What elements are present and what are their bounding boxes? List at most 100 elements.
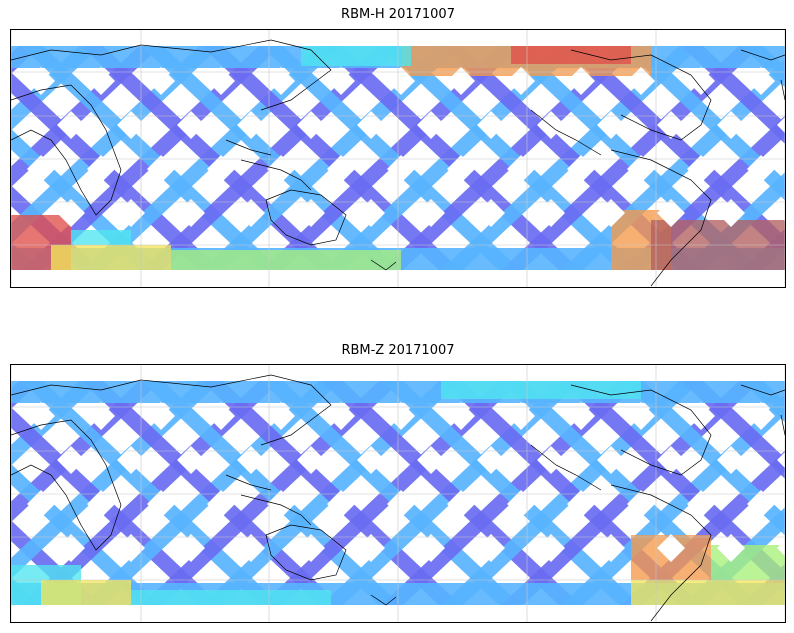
- data-gap: [87, 490, 115, 518]
- data-gap: [477, 534, 505, 562]
- data-gap: [777, 540, 785, 556]
- coastline: [370, 594, 397, 606]
- data-gap: [567, 155, 595, 183]
- hot-zone: [631, 580, 785, 605]
- data-gap: [177, 534, 205, 562]
- data-gap: [297, 199, 325, 227]
- hot-zone: [71, 230, 131, 245]
- hot-zone: [41, 580, 131, 605]
- coastline: [11, 39, 332, 111]
- data-gap: [87, 155, 115, 183]
- coastline: [740, 49, 785, 61]
- data-gap: [207, 67, 235, 95]
- data-gap: [177, 199, 205, 227]
- data-gap: [297, 446, 325, 474]
- coastline: [11, 84, 122, 216]
- data-gap: [147, 67, 175, 95]
- data-gap: [57, 111, 85, 139]
- data-gap: [567, 402, 595, 430]
- data-gap: [597, 111, 625, 139]
- data-gap: [207, 490, 235, 518]
- data-gap: [537, 199, 565, 227]
- data-gap: [387, 490, 415, 518]
- data-gap: [297, 534, 325, 562]
- data-gap: [267, 67, 295, 95]
- hot-zone: [441, 381, 641, 399]
- data-gap: [687, 490, 715, 518]
- swath-track: [621, 46, 785, 201]
- coastline: [11, 419, 122, 551]
- data-gap: [597, 446, 625, 474]
- data-gap: [567, 490, 595, 518]
- map-frame: [10, 29, 786, 288]
- data-gap: [777, 117, 785, 133]
- swath-track: [681, 381, 785, 479]
- data-gap: [267, 490, 295, 518]
- data-gap: [537, 111, 565, 139]
- data-gap: [357, 446, 385, 474]
- data-gap: [117, 199, 145, 227]
- data-gap: [237, 446, 265, 474]
- data-gap: [597, 534, 625, 562]
- data-gap: [57, 199, 85, 227]
- data-gap: [237, 534, 265, 562]
- data-gap: [477, 111, 505, 139]
- data-gap: [447, 490, 475, 518]
- data-gap: [477, 446, 505, 474]
- data-gap: [147, 155, 175, 183]
- data-gap: [357, 534, 385, 562]
- panel-title: RBM-Z 20171007: [341, 343, 455, 358]
- data-gap: [117, 446, 145, 474]
- data-gap: [417, 199, 445, 227]
- data-gap: [717, 534, 745, 562]
- swath-track: [741, 46, 785, 88]
- coastline: [265, 189, 347, 246]
- data-gap: [267, 155, 295, 183]
- coastline: [240, 494, 312, 526]
- data-gap: [417, 534, 445, 562]
- data-gap: [87, 67, 115, 95]
- coastline: [370, 259, 397, 271]
- data-gap: [207, 402, 235, 430]
- coastline: [265, 524, 347, 581]
- data-gap: [147, 402, 175, 430]
- data-gap: [747, 402, 775, 430]
- hot-zone: [511, 46, 631, 64]
- data-gap: [87, 402, 115, 430]
- data-gap: [327, 155, 355, 183]
- data-gap: [747, 490, 775, 518]
- data-gap: [327, 490, 355, 518]
- data-gap: [747, 155, 775, 183]
- coastline: [780, 79, 785, 101]
- swath-map: [11, 30, 785, 287]
- data-gap: [537, 446, 565, 474]
- data-gap: [657, 534, 685, 562]
- data-gap: [507, 67, 535, 95]
- data-gap: [447, 67, 475, 95]
- data-gap: [387, 67, 415, 95]
- data-gap: [477, 199, 505, 227]
- swath-map: [11, 365, 785, 622]
- data-gap: [297, 111, 325, 139]
- data-gap: [327, 402, 355, 430]
- data-gap: [387, 155, 415, 183]
- data-gap: [447, 402, 475, 430]
- data-gap: [237, 111, 265, 139]
- data-gap: [207, 155, 235, 183]
- data-gap: [117, 534, 145, 562]
- data-gap: [147, 490, 175, 518]
- data-gap: [387, 402, 415, 430]
- data-gap: [657, 111, 685, 139]
- data-gap: [57, 446, 85, 474]
- data-gap: [657, 199, 685, 227]
- coastline: [11, 374, 332, 446]
- data-gap: [717, 111, 745, 139]
- data-gap: [447, 155, 475, 183]
- data-gap: [687, 402, 715, 430]
- data-gap: [27, 402, 55, 430]
- data-gap: [507, 155, 535, 183]
- data-gap: [777, 452, 785, 468]
- data-gap: [507, 402, 535, 430]
- data-gap: [417, 446, 445, 474]
- coastline: [570, 384, 712, 476]
